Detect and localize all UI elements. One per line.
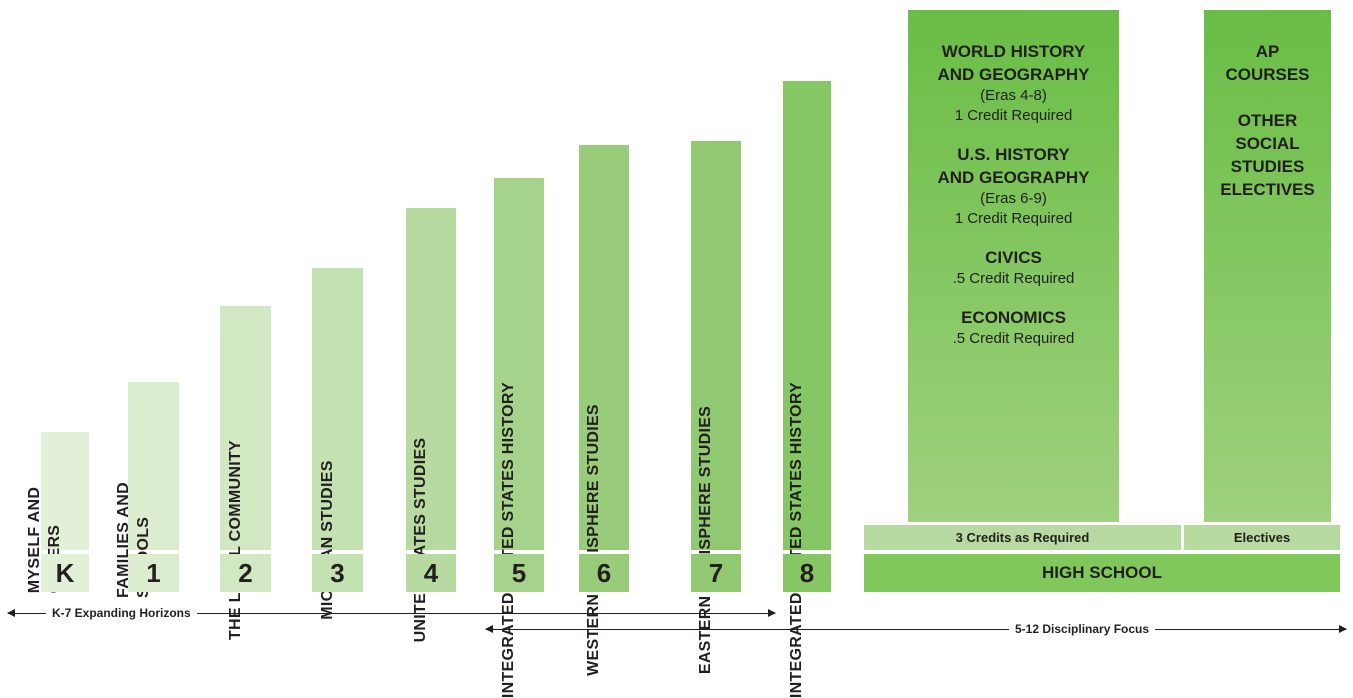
grade-5-label: 5 (494, 554, 544, 592)
course-world-history: WORLD HISTORY AND GEOGRAPHY (Eras 4-8) 1… (908, 40, 1119, 126)
grade-5-bar: INTEGRATED UNITED STATES HISTORY (494, 178, 544, 698)
arrow-right-icon (1339, 625, 1347, 633)
grade-6-label: 6 (579, 554, 629, 592)
course-us-history: U.S. HISTORY AND GEOGRAPHY (Eras 6-9) 1 … (908, 143, 1119, 229)
grade-1-bar: FAMILIES AND SCHOOLS (115, 382, 179, 598)
required-credits-strip: 3 Credits as Required (864, 525, 1181, 550)
course-credit: 1 Credit Required (954, 107, 1073, 124)
course-economics: ECONOMICS .5 Credit Required (908, 306, 1119, 349)
grade-3-title: MICHIGAN STUDIES (318, 460, 336, 620)
disciplinary-focus-arrow: 5-12 Disciplinary Focus (485, 621, 1347, 637)
high-school-required-column: WORLD HISTORY AND GEOGRAPHY (Eras 4-8) 1… (908, 10, 1119, 522)
disciplinary-focus-label: 5-12 Disciplinary Focus (1009, 621, 1156, 637)
grade-3-label: 3 (312, 554, 363, 592)
grade-k-label: K (41, 554, 89, 592)
grade-2-label: 2 (220, 554, 271, 592)
electives-strip: Electives (1184, 525, 1340, 550)
grade-8-title: INTEGRATED UNITED STATES HISTORY (788, 381, 805, 698)
grade-4-label: 4 (406, 554, 456, 592)
course-credit: .5 Credit Required (952, 330, 1075, 347)
course-title: ECONOMICS (961, 308, 1066, 327)
arrow-left-icon (7, 609, 15, 617)
electives-ap-courses: AP COURSES (1225, 42, 1310, 84)
course-eras: (Eras 6-9) (980, 190, 1047, 207)
grade-7-title: EASTERN HEMISPHERE STUDIES (697, 405, 714, 675)
grade-7-bar: EASTERN HEMISPHERE STUDIES (691, 141, 741, 674)
grade-2-bar: THE LOCAL COMMUNITY (220, 306, 271, 640)
arrow-right-icon (768, 609, 776, 617)
expanding-horizons-label: K-7 Expanding Horizons (46, 605, 197, 621)
arrow-left-icon (485, 625, 493, 633)
course-civics: CIVICS .5 Credit Required (908, 246, 1119, 289)
course-credit: 1 Credit Required (954, 210, 1073, 227)
high-school-electives-column: AP COURSES OTHER SOCIAL STUDIES ELECTIVE… (1204, 10, 1331, 522)
course-eras: (Eras 4-8) (980, 87, 1047, 104)
grade-2-title: THE LOCAL COMMUNITY (226, 439, 244, 641)
grade-6-bar: WESTERN HEMISPHERE STUDIES (579, 145, 629, 676)
course-credit: .5 Credit Required (952, 270, 1075, 287)
grade-5-title: INTEGRATED UNITED STATES HISTORY (500, 381, 517, 698)
expanding-horizons-arrow: K-7 Expanding Horizons (7, 605, 776, 621)
grade-7-label: 7 (691, 554, 741, 592)
grade-8-bar: INTEGRATED UNITED STATES HISTORY (783, 81, 831, 698)
grade-3-bar: MICHIGAN STUDIES (312, 268, 363, 620)
grade-6-title: WESTERN HEMISPHERE STUDIES (585, 404, 602, 676)
high-school-label: HIGH SCHOOL (864, 554, 1340, 592)
grade-8-label: 8 (783, 554, 831, 592)
grade-1-label: 1 (128, 554, 179, 592)
grade-4-title: UNITED STATES STUDIES (412, 437, 429, 643)
course-title: WORLD HISTORY AND GEOGRAPHY (937, 42, 1090, 84)
grade-4-bar: UNITED STATES STUDIES (406, 208, 456, 642)
course-title: U.S. HISTORY AND GEOGRAPHY (937, 145, 1090, 187)
electives-other: OTHER SOCIAL STUDIES ELECTIVES (1220, 111, 1315, 199)
course-title: CIVICS (985, 248, 1042, 267)
